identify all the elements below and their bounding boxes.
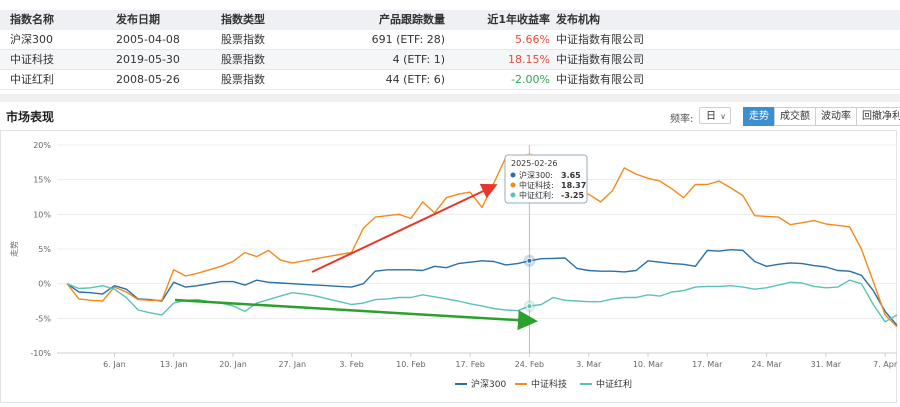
- y-tick-label: -5%: [35, 314, 51, 323]
- y-tick-label: 10%: [33, 210, 51, 219]
- x-tick-label: 17. Feb: [455, 360, 484, 369]
- y-tick-label: 0%: [38, 280, 51, 289]
- header-publisher[interactable]: 发布机构: [556, 13, 600, 26]
- hover-marker: [526, 257, 533, 264]
- tooltip-value: 3.65: [561, 171, 581, 180]
- publish-date: 2008-05-26: [116, 73, 180, 86]
- header-index-name[interactable]: 指数名称: [10, 13, 54, 26]
- x-tick-label: 10. Mar: [633, 360, 664, 369]
- frequency-label: 频率:: [670, 114, 694, 125]
- section-divider: [0, 94, 900, 102]
- product-count: 44 (ETF: 6): [385, 73, 445, 86]
- tab-trend[interactable]: 走势: [743, 107, 775, 126]
- legend-item[interactable]: 中证科技: [531, 378, 567, 390]
- index-table: 指数名称 发布日期 指数类型 产品跟踪数量 近1年收益率 发布机构 沪深300 …: [0, 10, 900, 90]
- tooltip-value: 18.37: [561, 181, 586, 190]
- frequency-value: 日: [706, 111, 716, 122]
- return-value: 18.15%: [508, 53, 550, 66]
- legend-item[interactable]: 沪深300: [471, 378, 506, 390]
- x-tick-label: 3. Mar: [576, 360, 602, 369]
- frequency-select[interactable]: 日 ∨: [699, 107, 731, 124]
- x-tick-label: 20. Jan: [219, 360, 247, 369]
- product-count: 4 (ETF: 1): [392, 53, 445, 66]
- publisher: 中证指数有限公司: [556, 33, 644, 46]
- x-tick-label: 24. Mar: [751, 360, 782, 369]
- x-tick-label: 6. Jan: [103, 360, 126, 369]
- tooltip-value: -3.25: [561, 191, 584, 200]
- product-count: 691 (ETF: 28): [371, 33, 445, 46]
- tooltip-box: [504, 154, 588, 204]
- series-line[interactable]: [66, 155, 898, 328]
- market-chart[interactable]: 20% 15% 10% 5% 0% -5% -10% 走势 6. Jan 13. Jan 20. J…: [0, 130, 900, 403]
- x-tick-label: 31. Mar: [811, 360, 842, 369]
- series-line[interactable]: [66, 248, 898, 326]
- table-row[interactable]: 中证红利 2008-05-26 股票指数 44 (ETF: 6) -2.00% …: [0, 70, 900, 90]
- table-header-row: 指数名称 发布日期 指数类型 产品跟踪数量 近1年收益率 发布机构: [0, 10, 900, 30]
- tooltip-dot: [510, 172, 516, 178]
- x-tick-label: 10. Feb: [396, 360, 425, 369]
- chart-tabs: 走势 成交额 波动率 回撤净利润: [743, 107, 900, 126]
- header-1y-return[interactable]: 近1年收益率: [487, 13, 550, 26]
- y-tick-label: -10%: [30, 349, 51, 358]
- tooltip-date: 2025-02-26: [511, 159, 558, 168]
- x-tick-label: 13. Jan: [160, 360, 188, 369]
- tab-turnover[interactable]: 成交额: [774, 107, 816, 126]
- annotation-arrow-green: [174, 298, 538, 331]
- tab-drawdown[interactable]: 回撤净利润: [856, 107, 900, 126]
- index-name[interactable]: 中证科技: [10, 53, 54, 66]
- index-name[interactable]: 中证红利: [10, 73, 54, 86]
- publish-date: 2005-04-08: [116, 33, 180, 46]
- line-chart-svg[interactable]: 20% 15% 10% 5% 0% -5% -10% 走势 6. Jan 13. Jan 20. J…: [0, 130, 900, 403]
- x-tick-label: 3. Feb: [339, 360, 363, 369]
- index-type: 股票指数: [221, 53, 265, 66]
- publish-date: 2019-05-30: [116, 53, 180, 66]
- hover-marker: [526, 303, 533, 310]
- section-title: 市场表现: [6, 110, 55, 124]
- index-type: 股票指数: [221, 73, 265, 86]
- y-tick-label: 5%: [38, 245, 51, 254]
- table-row[interactable]: 沪深300 2005-04-08 股票指数 691 (ETF: 28) 5.66…: [0, 30, 900, 50]
- index-name[interactable]: 沪深300: [10, 33, 53, 46]
- tooltip-series-name: 中证红利:: [519, 190, 554, 200]
- x-tick-label: 7. Apr: [873, 360, 898, 369]
- x-tick-label: 27. Jan: [278, 360, 306, 369]
- legend-item[interactable]: 中证红利: [596, 378, 632, 390]
- tooltip-series-name: 沪深300:: [519, 170, 553, 180]
- publisher: 中证指数有限公司: [556, 53, 644, 66]
- table-row[interactable]: 中证科技 2019-05-30 股票指数 4 (ETF: 1) 18.15% 中…: [0, 50, 900, 70]
- x-tick-label: 24. Feb: [515, 360, 544, 369]
- annotation-arrow-red: [311, 183, 498, 273]
- header-product-count[interactable]: 产品跟踪数量: [379, 13, 445, 26]
- header-publish-date[interactable]: 发布日期: [116, 13, 160, 26]
- publisher: 中证指数有限公司: [556, 73, 644, 86]
- y-tick-label: 15%: [33, 176, 51, 185]
- tooltip-dot: [510, 182, 516, 188]
- chevron-down-icon: ∨: [720, 112, 726, 121]
- y-tick-label: 20%: [33, 141, 51, 150]
- y-axis-label: 走势: [9, 241, 19, 257]
- x-tick-label: 17. Mar: [692, 360, 723, 369]
- index-type: 股票指数: [221, 33, 265, 46]
- tab-volatility[interactable]: 波动率: [815, 107, 857, 126]
- header-index-type[interactable]: 指数类型: [221, 13, 265, 26]
- return-value: -2.00%: [511, 73, 550, 86]
- tooltip-series-name: 中证科技:: [519, 180, 554, 190]
- return-value: 5.66%: [515, 33, 550, 46]
- tooltip-dot: [510, 192, 516, 198]
